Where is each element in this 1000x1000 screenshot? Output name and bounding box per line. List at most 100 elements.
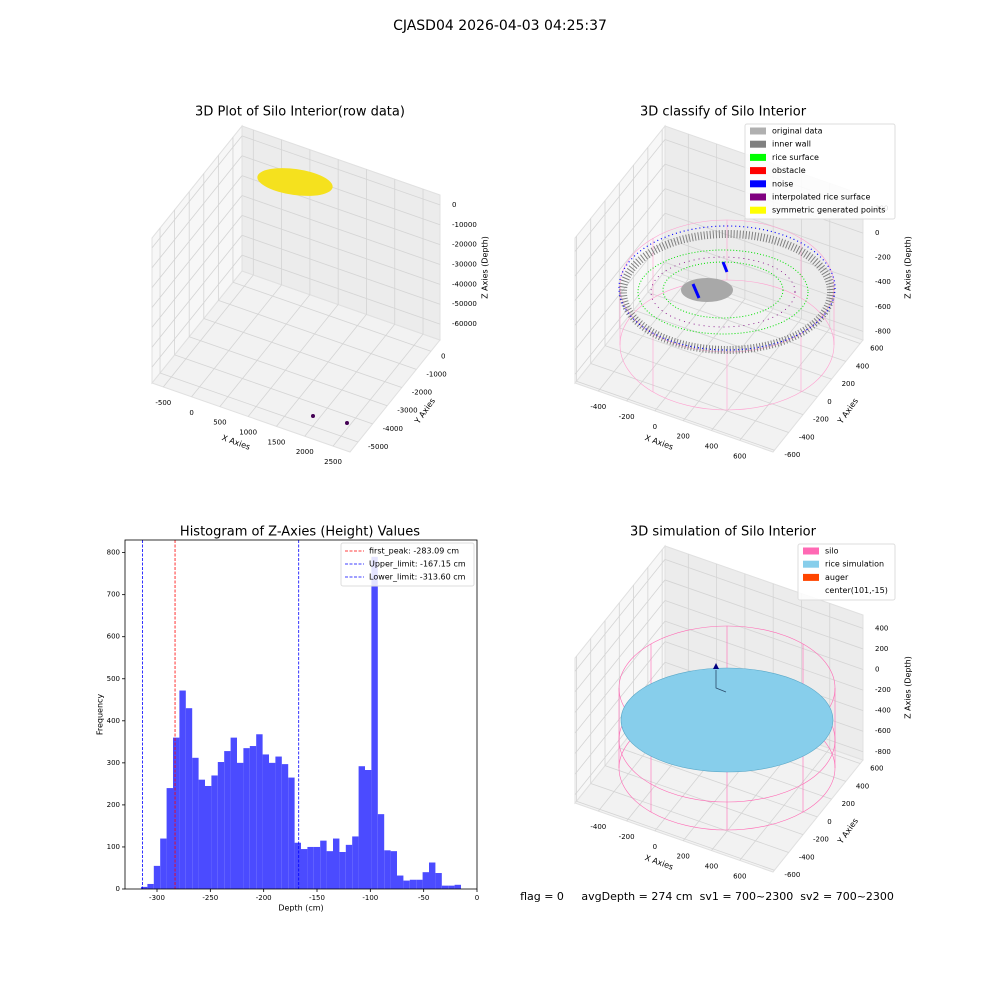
z-tick-label: -40000 bbox=[452, 280, 477, 288]
z-tick-label: 0 bbox=[452, 201, 456, 209]
legend-label: first_peak: -283.09 cm bbox=[369, 547, 459, 556]
bar bbox=[326, 851, 333, 889]
y-tick-label: 700 bbox=[107, 591, 120, 599]
grid-line bbox=[247, 304, 339, 417]
x-tick-label: 0 bbox=[653, 423, 657, 431]
legend-swatch bbox=[803, 547, 819, 555]
grid-line bbox=[576, 800, 775, 871]
bar bbox=[345, 844, 353, 889]
y-tick-label: -4000 bbox=[383, 425, 403, 433]
bar bbox=[441, 885, 449, 889]
figure-title: CJASD04 2026-04-03 04:25:37 bbox=[393, 18, 607, 34]
grid-line bbox=[664, 188, 864, 259]
bar bbox=[256, 734, 263, 889]
legend-label: center(101,-15) bbox=[825, 586, 888, 595]
bar bbox=[147, 883, 154, 889]
legend-label: silo bbox=[825, 547, 839, 556]
legend-swatch bbox=[750, 127, 766, 135]
grid-line bbox=[604, 765, 804, 836]
x-tick-label: -300 bbox=[149, 894, 165, 902]
grid-line bbox=[232, 281, 432, 352]
grid-line bbox=[574, 163, 666, 277]
legend-swatch bbox=[750, 180, 766, 188]
bar bbox=[416, 879, 423, 889]
decorations bbox=[257, 168, 836, 831]
grid-line bbox=[218, 300, 417, 370]
bar bbox=[352, 836, 359, 889]
legend-label: Upper_limit: -167.15 cm bbox=[369, 560, 466, 569]
z-tick-label: 400 bbox=[875, 624, 888, 632]
bar bbox=[448, 885, 455, 889]
simulation-cloud bbox=[618, 625, 836, 831]
grid-line bbox=[241, 254, 441, 325]
x-tick-label: -200 bbox=[256, 894, 272, 902]
bar bbox=[198, 779, 205, 889]
x-axis-label: Depth (cm) bbox=[278, 904, 323, 913]
grid-line bbox=[241, 195, 441, 265]
x-tick-label: 0 bbox=[475, 894, 479, 902]
legend-box bbox=[744, 123, 896, 220]
y-axis-label: Frequency bbox=[96, 694, 105, 736]
y-tick-label: 100 bbox=[107, 843, 120, 851]
grid-line bbox=[304, 323, 396, 437]
legend-swatch bbox=[750, 140, 766, 148]
y-tick-label: 300 bbox=[107, 759, 120, 767]
grid-line bbox=[590, 363, 789, 433]
y-tick-label: 200 bbox=[107, 801, 120, 809]
z-tick-label: -200 bbox=[875, 254, 891, 262]
bar bbox=[211, 775, 218, 889]
bar bbox=[294, 842, 301, 889]
y-tick-label: 400 bbox=[856, 782, 869, 790]
grid-line bbox=[241, 135, 441, 206]
grid-line bbox=[654, 298, 746, 412]
bar bbox=[365, 770, 372, 889]
x-tick-label: 200 bbox=[677, 433, 690, 441]
grid-line bbox=[241, 155, 441, 226]
grid-line bbox=[219, 294, 311, 407]
bar bbox=[307, 846, 314, 889]
bar bbox=[435, 873, 442, 889]
grid-line bbox=[664, 262, 864, 332]
grid-line bbox=[711, 318, 802, 431]
bar bbox=[141, 886, 148, 889]
z-tick-label: -20000 bbox=[452, 241, 477, 249]
y-tick-label: -200 bbox=[813, 836, 829, 844]
grid-line bbox=[604, 345, 804, 416]
z-tick-label: -50000 bbox=[452, 300, 477, 308]
grid-line bbox=[174, 354, 373, 425]
z-axis-label: Z Axies (Depth) bbox=[904, 656, 913, 719]
x-tick-label: -400 bbox=[590, 823, 606, 831]
grid-line bbox=[682, 308, 774, 421]
grid-line bbox=[241, 234, 441, 305]
y-tick-label: -600 bbox=[784, 451, 800, 459]
bar bbox=[179, 690, 186, 889]
y-tick-label: 800 bbox=[107, 549, 120, 557]
y-tick-label: -5000 bbox=[368, 443, 388, 451]
z-tick-label: -30000 bbox=[452, 261, 477, 269]
legend-label: symmetric generated points bbox=[772, 206, 885, 215]
classify-cloud bbox=[618, 219, 836, 411]
x-tick-label: 600 bbox=[733, 452, 746, 460]
y-tick-label: 400 bbox=[107, 717, 120, 725]
grid-line bbox=[576, 380, 775, 451]
grid-line bbox=[159, 372, 359, 443]
legend-label: Lower_limit: -313.60 cm bbox=[369, 573, 466, 582]
y-tick-label: 200 bbox=[842, 800, 855, 808]
grid-line bbox=[598, 278, 689, 392]
grid-line bbox=[574, 600, 666, 713]
y-tick-label: -600 bbox=[784, 871, 800, 879]
x-tick-label: -150 bbox=[309, 894, 325, 902]
y-tick-label: 400 bbox=[856, 362, 869, 370]
grid-line bbox=[151, 215, 243, 328]
x-tick-label: 1000 bbox=[239, 429, 257, 437]
z-tick-label: 200 bbox=[875, 645, 888, 653]
grid-line bbox=[151, 234, 243, 348]
chart-title: Histogram of Z-Axies (Height) Values bbox=[180, 525, 420, 540]
y-tick-label: 600 bbox=[870, 765, 883, 773]
axes-frame bbox=[124, 539, 478, 890]
x-tick-label: 200 bbox=[677, 853, 690, 861]
grid-line bbox=[664, 212, 864, 283]
z-tick-label: -60000 bbox=[452, 320, 477, 328]
grid-line bbox=[664, 600, 864, 670]
z-tick-label: -800 bbox=[875, 327, 891, 335]
